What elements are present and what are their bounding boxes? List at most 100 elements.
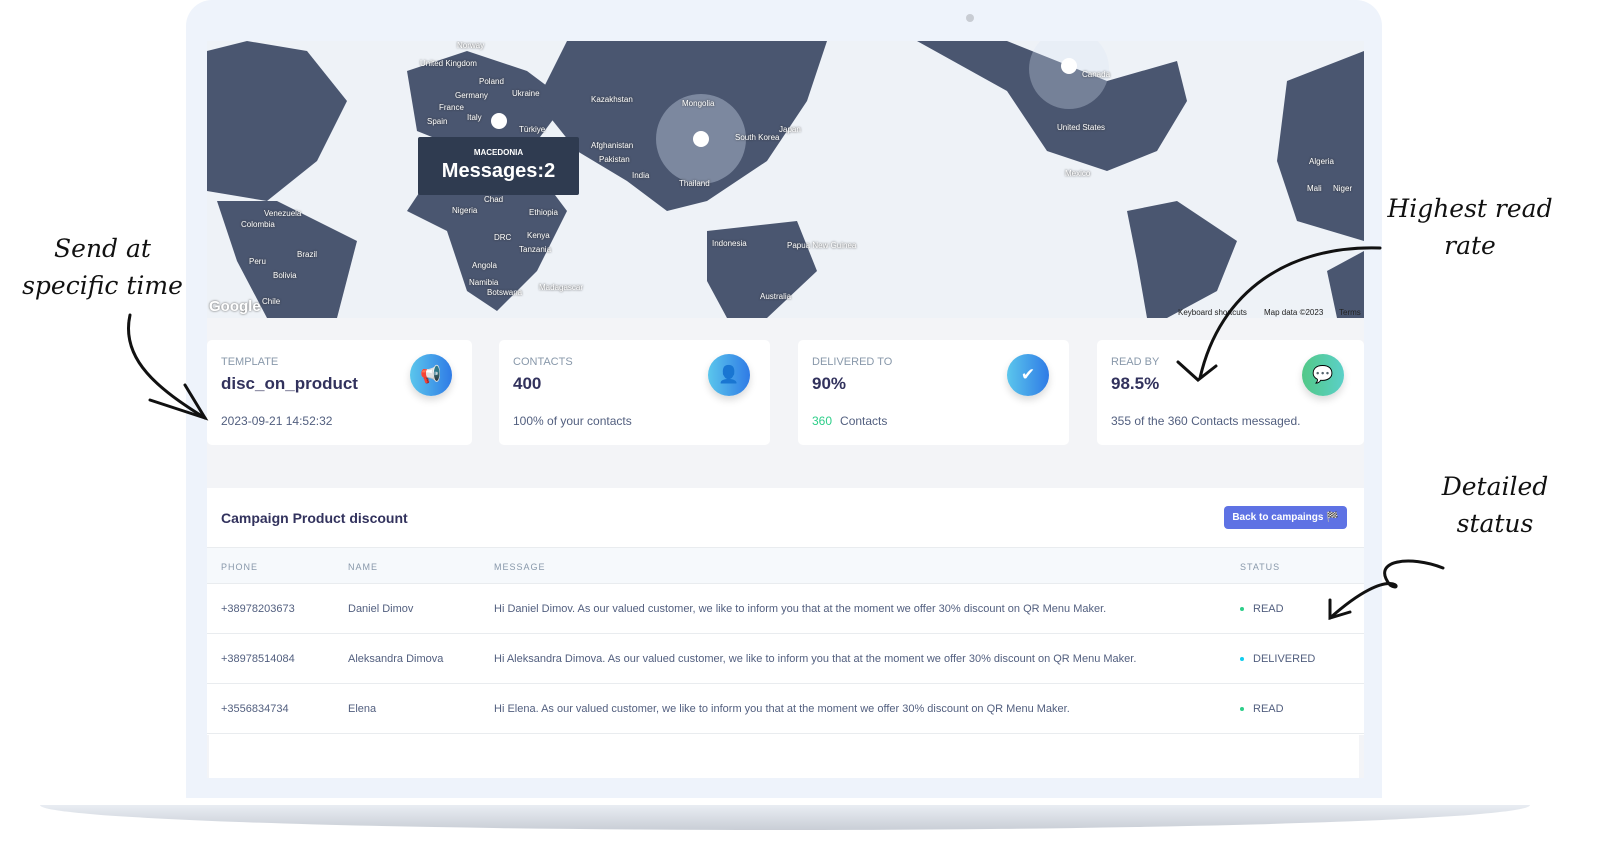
map-country-label: Canada (1082, 70, 1111, 79)
keyboard-shortcuts-link[interactable]: Keyboard shortcuts (1178, 308, 1247, 317)
column-name: NAME (348, 562, 379, 572)
terms-link[interactable]: Terms (1339, 308, 1361, 317)
arrow-status (1328, 559, 1445, 620)
card-title: READ BY (1111, 356, 1160, 368)
card-value: disc_on_product (221, 374, 358, 393)
megaphone-icon: 📢 (410, 354, 452, 396)
map-country-label: Kenya (527, 231, 550, 240)
phone-cell: +3556834734 (221, 703, 289, 715)
map-country-label: India (632, 171, 650, 180)
map-country-label: Indonesia (712, 239, 747, 248)
map-country-label: Bolivia (273, 271, 297, 280)
arrow-right (1198, 246, 1382, 380)
map-country-label: Kazakhstan (591, 95, 633, 104)
name-cell: Elena (348, 703, 377, 715)
card-title: DELIVERED TO (812, 356, 893, 368)
card-title: CONTACTS (513, 356, 573, 368)
name-cell: Daniel Dimov (348, 603, 414, 615)
arrow-left (127, 313, 207, 420)
name-cell: Aleksandra Dimova (348, 653, 444, 665)
table-header: PHONE NAME MESSAGE STATUS (207, 547, 1364, 584)
card-subtitle: 2023-09-21 14:52:32 (221, 414, 333, 428)
map-country-label: Botswana (487, 288, 523, 297)
contacts-card: CONTACTS 400 100% of your contacts 👤 (499, 340, 770, 445)
map-country-label: Italy (467, 113, 482, 122)
map-country-label: Norway (457, 41, 485, 50)
annotation-status: Detailed status (1441, 472, 1549, 538)
map-country-label: Australia (760, 292, 792, 301)
map-country-label: Ethiopia (529, 208, 558, 217)
user-icon: 👤 (708, 354, 750, 396)
card-subtitle: 360 Contacts (812, 414, 887, 428)
map-country-label: Mali (1307, 184, 1322, 193)
map-country-label: United Kingdom (420, 59, 477, 68)
card-title: TEMPLATE (221, 356, 279, 368)
map-country-label: Chile (262, 297, 281, 306)
map-country-label: Ukraine (512, 89, 540, 98)
map-country-label: Papua New Guinea (787, 241, 857, 250)
check-icon: ✔ (1007, 354, 1049, 396)
status-badge: READ (1240, 603, 1284, 615)
status-text: READ (1253, 703, 1284, 715)
map-country-label: Venezuela (264, 209, 302, 218)
card-value: 400 (513, 374, 542, 393)
map-country-label: Colombia (241, 220, 275, 229)
tooltip-country: MACEDONIA (473, 148, 524, 157)
map-country-label: Mongolia (682, 99, 715, 108)
status-text: DELIVERED (1253, 653, 1316, 665)
map-country-label: United States (1057, 123, 1106, 132)
message-cell: Hi Daniel Dimov. As our valued customer,… (494, 603, 1107, 615)
chat-icon: 💬 (1302, 354, 1344, 396)
delivered-card: DELIVERED TO 90% 360 Contacts ✔ (798, 340, 1069, 445)
campaign-panel: Campaign Product discount Back to campai… (207, 488, 1364, 735)
map-country-label: Mexico (1065, 169, 1091, 178)
annotation-send-time: Send at specific time (22, 234, 183, 300)
read-card: READ BY 98.5% 355 of the 360 Contacts me… (1097, 340, 1364, 445)
map-country-label: Poland (479, 77, 504, 86)
map-country-label: Pakistan (599, 155, 630, 164)
map-country-label: Türkiye (519, 125, 546, 134)
status-badge: DELIVERED (1240, 653, 1315, 665)
tooltip-messages: Messages:2 (441, 160, 556, 182)
map-tooltip: MACEDONIA Messages:2 (418, 137, 579, 195)
screen: Norway United Kingdom Poland Ukraine Germany… (207, 41, 1364, 778)
table-row: +38978203673 Daniel Dimov Hi Daniel Dimo… (207, 584, 1364, 634)
map-country-label: Madagascar (539, 283, 584, 292)
column-status: STATUS (1240, 562, 1281, 572)
world-map[interactable]: Norway United Kingdom Poland Ukraine Germany… (207, 41, 1364, 318)
map-country-label: Afghanistan (591, 141, 634, 150)
message-cell: Hi Elena. As our valued customer, we lik… (494, 703, 1070, 715)
map-country-label: Nigeria (452, 206, 478, 215)
status-badge: READ (1240, 703, 1284, 715)
map-country-label: France (439, 103, 464, 112)
column-message: MESSAGE (494, 562, 546, 572)
map-country-label: Angola (472, 261, 497, 270)
map-country-label: Algeria (1309, 157, 1334, 166)
card-subtitle: 100% of your contacts (513, 414, 632, 428)
bottom-area (209, 735, 1359, 778)
camera (966, 14, 974, 22)
status-dot (1240, 707, 1244, 712)
phone-cell: +38978514084 (221, 653, 295, 665)
map-country-label: Chad (484, 195, 504, 204)
card-subtitle: 355 of the 360 Contacts messaged. (1111, 414, 1301, 428)
delivered-label: Contacts (840, 414, 888, 428)
map-country-label: Brazil (297, 250, 318, 259)
map-country-label: Thailand (679, 179, 710, 188)
map-data-attribution: Map data ©2023 (1264, 308, 1324, 317)
map-country-label: Namibia (469, 278, 499, 287)
template-card: TEMPLATE disc_on_product 2023-09-21 14:5… (207, 340, 472, 445)
map-country-label: Niger (1333, 184, 1353, 193)
table-row: +38978514084 Aleksandra Dimova Hi Aleksa… (207, 634, 1364, 684)
delivered-count: 360 (812, 414, 833, 428)
card-value: 98.5% (1111, 374, 1160, 393)
table-row: +3556834734 Elena Hi Elena. As our value… (207, 684, 1364, 734)
status-dot (1240, 607, 1244, 612)
campaign-title: Campaign Product discount (221, 510, 408, 526)
map-land (207, 41, 1364, 318)
map-country-label: Peru (249, 257, 266, 266)
back-to-campaigns-button[interactable]: Back to campaings 🏁 (1224, 506, 1347, 529)
map-country-label: Tanzania (519, 245, 552, 254)
message-cell: Hi Aleksandra Dimova. As our valued cust… (494, 653, 1137, 665)
